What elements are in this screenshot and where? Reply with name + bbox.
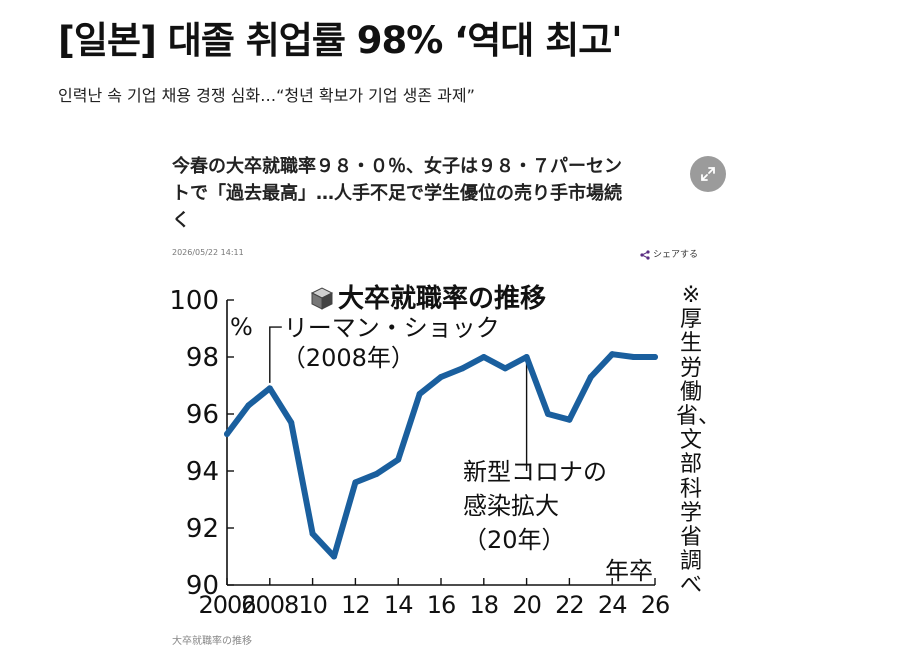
annotation-label: 新型コロナの (463, 458, 607, 486)
share-button[interactable]: シェアする (640, 247, 698, 260)
data-point (245, 402, 252, 409)
expand-button[interactable] (690, 156, 726, 192)
cube-icon (310, 287, 334, 310)
data-point (438, 373, 444, 380)
data-point (352, 479, 359, 486)
expand-arrows-icon (701, 167, 715, 181)
x-tick-label: 24 (598, 591, 627, 619)
data-point (609, 351, 616, 358)
x-tick-label: 10 (298, 591, 327, 619)
data-point (416, 391, 423, 398)
share-icon (640, 249, 650, 260)
y-tick-label: 94 (186, 457, 219, 487)
data-point (502, 365, 509, 372)
data-point (224, 430, 230, 437)
x-tick-label: 2008 (241, 591, 298, 619)
data-point (395, 456, 402, 463)
x-axis-label: 年卒 (605, 557, 653, 585)
data-point (309, 530, 316, 537)
y-tick-label: 90 (186, 571, 219, 601)
data-point (566, 416, 573, 423)
y-tick-label: 96 (186, 400, 219, 430)
subheadline: 인력난 속 기업 채용 경쟁 심화…“청년 확보가 기업 생존 과제” (58, 86, 475, 105)
data-point (587, 373, 594, 380)
embed-date: 2026/05/22 14:11 (172, 248, 244, 257)
data-point (331, 553, 337, 560)
x-tick-label: 26 (641, 591, 670, 619)
embed-title[interactable]: 今春の大卒就職率９８・０％、女子は９８・７パーセン トで「過去最高」…人手不足で… (172, 153, 692, 234)
annotation-label: リーマン・ショック (284, 314, 500, 342)
data-point (373, 470, 380, 477)
annotation-label: （20年） (463, 526, 566, 554)
embed-title-line: 今春の大卒就職率９８・０％、女子は９８・７パーセン (172, 156, 622, 177)
data-point (545, 411, 551, 417)
headline: [일본] 대졸 취업률 98% ‘역대 최고' (58, 19, 623, 62)
x-tick-label: 18 (470, 591, 499, 619)
data-point (288, 419, 295, 426)
annotation-label: （2008年） (282, 344, 415, 372)
annotation-leader (269, 326, 282, 383)
image-caption: 大卒就職率の推移 (172, 636, 252, 647)
x-tick-label: 20 (512, 591, 541, 619)
share-label: シェアする (653, 250, 699, 260)
y-tick-label: 92 (186, 514, 219, 544)
embed-title-line: く (172, 210, 190, 231)
x-tick-label: 22 (555, 591, 584, 619)
annotation-label: 感染拡大 (463, 492, 559, 520)
x-tick-label: 2006 (198, 591, 255, 619)
chart-title: 大卒就職率の推移 (338, 283, 546, 314)
data-point (652, 354, 658, 360)
data-point (630, 354, 637, 360)
y-tick-label: 100 (169, 286, 219, 316)
source-note: ※厚生労働省、文部科学省調べ (676, 283, 721, 599)
x-tick-label: 16 (427, 591, 456, 619)
rate-line (224, 351, 658, 560)
embed-title-line: トで「過去最高」…人手不足で学生優位の売り手市場続 (172, 183, 622, 204)
data-point (523, 354, 530, 360)
x-tick-label: 14 (384, 591, 413, 619)
data-point (266, 385, 273, 392)
y-axis-label: % (230, 313, 253, 341)
x-tick-label: 12 (341, 591, 370, 619)
y-tick-label: 98 (186, 343, 219, 373)
data-point (480, 354, 487, 360)
data-point (459, 365, 466, 372)
